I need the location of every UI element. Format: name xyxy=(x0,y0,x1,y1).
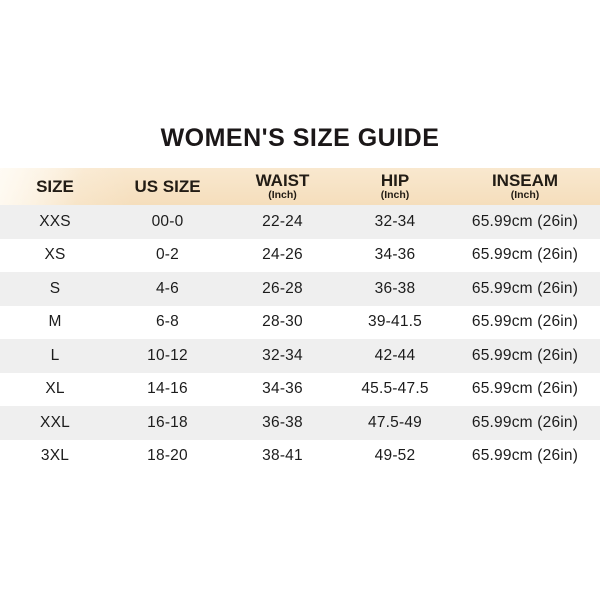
hip-cell: 32-34 xyxy=(374,212,416,230)
inseam-cell: 65.99cm (26in) xyxy=(471,413,579,431)
table-row: L 10-12 32-34 42-44 65.99cm (26in) xyxy=(0,339,600,373)
waist-cell: 34-36 xyxy=(262,380,303,398)
column-header-label: US SIZE xyxy=(134,176,201,196)
column-header-us-size: US SIZE xyxy=(110,168,225,205)
hip-cell: 42-44 xyxy=(374,346,416,364)
us-size-cell: 6-8 xyxy=(155,313,179,331)
table-row: XXS 00-0 22-24 32-34 65.99cm (26in) xyxy=(0,205,600,239)
inseam-cell: 65.99cm (26in) xyxy=(471,279,579,297)
inseam-cell: 65.99cm (26in) xyxy=(471,246,579,264)
page-title: WOMEN'S SIZE GUIDE xyxy=(160,124,440,152)
inseam-cell: 65.99cm (26in) xyxy=(471,313,579,331)
size-cell: XS xyxy=(44,246,66,264)
column-header-label: SIZE xyxy=(36,176,74,196)
inseam-cell: 65.99cm (26in) xyxy=(471,346,579,364)
us-size-cell: 4-6 xyxy=(155,279,179,297)
size-guide-table: SIZE US SIZE WAIST (Inch) HIP (Inch) INS… xyxy=(0,168,600,473)
hip-cell: 39-41.5 xyxy=(368,313,422,331)
inseam-cell: 65.99cm (26in) xyxy=(471,212,579,230)
column-header-unit: (Inch) xyxy=(380,189,410,202)
size-cell: 3XL xyxy=(40,447,70,465)
us-size-cell: 0-2 xyxy=(155,246,179,264)
hip-cell: 36-38 xyxy=(374,279,416,297)
waist-cell: 36-38 xyxy=(262,413,303,431)
size-cell: S xyxy=(49,279,61,297)
us-size-cell: 16-18 xyxy=(147,413,188,431)
size-cell: XL xyxy=(45,380,65,398)
inseam-cell: 65.99cm (26in) xyxy=(471,380,579,398)
hip-cell: 45.5-47.5 xyxy=(361,380,429,398)
waist-cell: 24-26 xyxy=(262,246,303,264)
inseam-cell: 65.99cm (26in) xyxy=(471,447,579,465)
column-header-size: SIZE xyxy=(0,168,110,205)
size-cell: L xyxy=(50,346,60,364)
table-row: XS 0-2 24-26 34-36 65.99cm (26in) xyxy=(0,239,600,273)
us-size-cell: 00-0 xyxy=(151,212,184,230)
column-header-inseam: INSEAM (Inch) xyxy=(450,168,600,205)
table-row: XXL 16-18 36-38 47.5-49 65.99cm (26in) xyxy=(0,406,600,440)
column-header-label: INSEAM xyxy=(491,170,559,190)
size-cell: XXL xyxy=(40,413,70,431)
hip-cell: 47.5-49 xyxy=(368,413,422,431)
table-row: M 6-8 28-30 39-41.5 65.99cm (26in) xyxy=(0,306,600,340)
column-header-label: HIP xyxy=(380,170,410,190)
column-header-label: WAIST xyxy=(255,170,310,190)
hip-cell: 49-52 xyxy=(374,447,416,465)
column-header-unit: (Inch) xyxy=(510,189,540,202)
hip-cell: 34-36 xyxy=(374,246,416,264)
waist-cell: 28-30 xyxy=(262,313,303,331)
table-row: 3XL 18-20 38-41 49-52 65.99cm (26in) xyxy=(0,440,600,474)
size-cell: XXS xyxy=(39,212,71,230)
waist-cell: 22-24 xyxy=(262,212,303,230)
waist-cell: 32-34 xyxy=(262,346,303,364)
us-size-cell: 14-16 xyxy=(147,380,188,398)
waist-cell: 26-28 xyxy=(262,279,303,297)
waist-cell: 38-41 xyxy=(262,447,303,465)
column-header-unit: (Inch) xyxy=(268,189,297,202)
column-header-hip: HIP (Inch) xyxy=(340,168,450,205)
us-size-cell: 10-12 xyxy=(147,346,188,364)
table-row: S 4-6 26-28 36-38 65.99cm (26in) xyxy=(0,272,600,306)
table-row: XL 14-16 34-36 45.5-47.5 65.99cm (26in) xyxy=(0,373,600,407)
column-header-waist: WAIST (Inch) xyxy=(225,168,340,205)
size-cell: M xyxy=(48,313,62,331)
us-size-cell: 18-20 xyxy=(147,447,188,465)
table-header-row: SIZE US SIZE WAIST (Inch) HIP (Inch) INS… xyxy=(0,168,600,205)
